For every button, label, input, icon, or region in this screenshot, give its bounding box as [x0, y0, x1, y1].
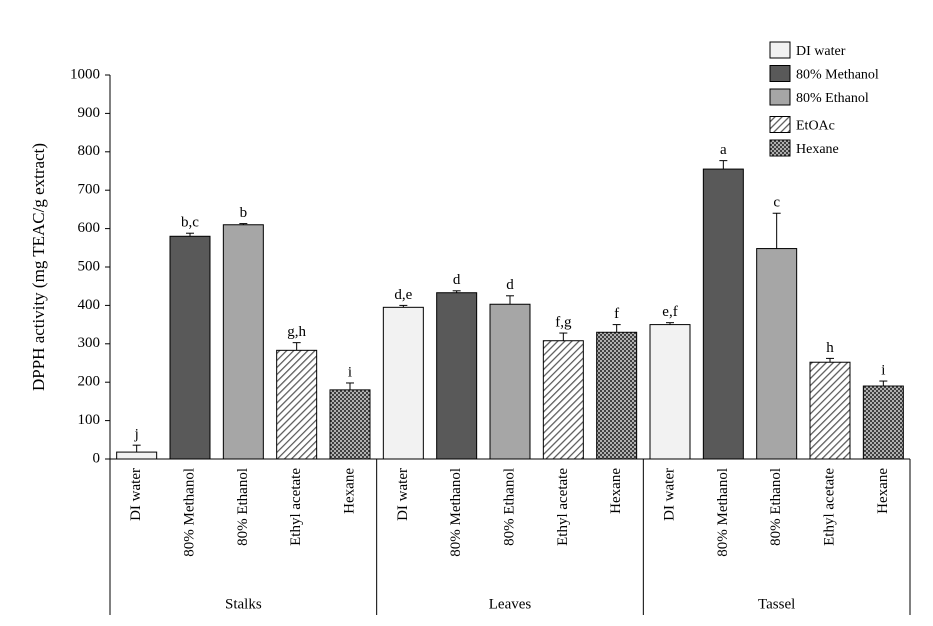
bar — [809, 361, 851, 460]
annotation: a — [720, 142, 727, 158]
bar — [116, 451, 158, 460]
y-tick-label: 1000 — [70, 66, 100, 82]
legend-label: Hexane — [796, 142, 839, 157]
x-tick-label: Hexane — [875, 468, 891, 514]
x-tick-label: 80% Ethanol — [768, 468, 784, 546]
legend-label: 80% Methanol — [796, 68, 879, 83]
legend-swatch — [769, 41, 791, 59]
y-tick-label: 400 — [78, 297, 101, 313]
legend-label: EtOAc — [796, 119, 835, 134]
x-tick-label: 80% Ethanol — [501, 468, 517, 546]
bar — [169, 235, 211, 460]
bar — [222, 224, 264, 460]
group-label: Leaves — [489, 596, 532, 612]
x-tick-label: DI water — [395, 468, 411, 521]
x-tick-label: Ethyl acetate — [821, 468, 837, 546]
annotation: g,h — [287, 324, 306, 340]
bar — [649, 324, 691, 460]
y-tick-label: 900 — [78, 105, 101, 121]
y-tick-label: 200 — [78, 374, 101, 390]
legend-swatch — [769, 139, 791, 157]
x-tick-label: Ethyl acetate — [288, 468, 304, 546]
bar — [382, 306, 424, 460]
annotation: d — [506, 277, 514, 293]
bar — [489, 303, 531, 460]
bar — [702, 168, 744, 460]
bar — [542, 340, 584, 460]
legend-swatch — [769, 116, 791, 133]
annotation: f,g — [555, 314, 572, 330]
x-tick-label: Ethyl acetate — [555, 468, 571, 546]
annotation: b,c — [181, 215, 199, 231]
bar — [276, 349, 318, 460]
x-tick-label: 80% Methanol — [715, 468, 731, 557]
legend-label: DI water — [796, 44, 846, 59]
x-tick-label: DI water — [128, 468, 144, 521]
legend-label: 80% Ethanol — [796, 91, 869, 106]
bar — [756, 248, 798, 460]
y-tick-label: 300 — [78, 335, 101, 351]
annotation: d,e — [394, 287, 412, 303]
x-tick-label: Hexane — [341, 468, 357, 514]
y-tick-label: 600 — [78, 220, 101, 236]
annotation: b — [240, 205, 248, 221]
annotation: j — [134, 427, 139, 443]
annotation: f — [614, 306, 619, 322]
x-tick-label: DI water — [661, 468, 677, 521]
group-label: Tassel — [758, 596, 795, 612]
annotation: i — [881, 362, 885, 378]
annotation: d — [453, 272, 461, 288]
annotation: h — [826, 340, 834, 356]
bar — [436, 292, 478, 460]
x-tick-label: 80% Ethanol — [235, 468, 251, 546]
y-tick-label: 100 — [78, 412, 101, 428]
y-axis-label: DPPH activity (mg TEAC/g extract) — [29, 143, 48, 391]
annotation: c — [773, 195, 780, 211]
x-tick-label: Hexane — [608, 468, 624, 514]
legend-swatch — [769, 65, 791, 82]
bar — [329, 389, 371, 460]
bar — [862, 385, 904, 460]
bar — [596, 331, 638, 460]
x-tick-label: 80% Methanol — [448, 468, 464, 557]
legend-swatch — [769, 88, 791, 106]
group-label: Stalks — [225, 596, 262, 612]
y-tick-label: 800 — [78, 143, 101, 159]
y-tick-label: 500 — [78, 258, 101, 274]
y-tick-label: 0 — [93, 450, 101, 466]
annotation: i — [348, 364, 352, 380]
x-tick-label: 80% Methanol — [181, 468, 197, 557]
annotation: e,f — [662, 304, 677, 320]
y-tick-label: 700 — [78, 182, 101, 198]
